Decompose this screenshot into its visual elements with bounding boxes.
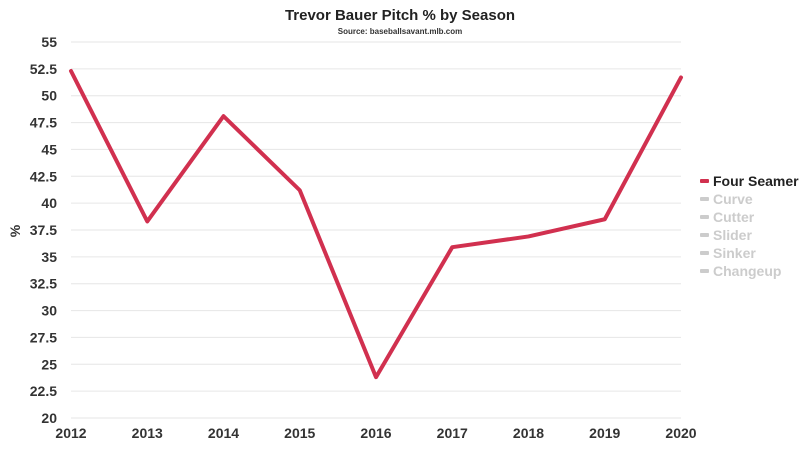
legend-swatch bbox=[700, 179, 709, 183]
legend-label: Cutter bbox=[713, 209, 755, 225]
x-axis-ticks: 2012 2013 2014 2015 2016 2017 2018 2019 2020 bbox=[55, 425, 696, 441]
legend-swatch bbox=[700, 269, 709, 273]
y-tick-label: 37.5 bbox=[30, 222, 57, 238]
y-tick-label: 20 bbox=[41, 410, 57, 426]
legend-swatch bbox=[700, 215, 709, 219]
y-tick-label: 52.5 bbox=[30, 61, 57, 77]
legend-label: Curve bbox=[713, 191, 753, 207]
legend-item-changeup[interactable]: Changeup bbox=[700, 262, 799, 280]
x-tick-label: 2018 bbox=[513, 425, 544, 441]
grid-lines bbox=[71, 41, 681, 419]
y-tick-label: 42.5 bbox=[30, 168, 57, 184]
x-tick-label: 2015 bbox=[284, 425, 315, 441]
y-tick-label: 27.5 bbox=[30, 329, 57, 345]
y-tick-label: 55 bbox=[41, 34, 57, 50]
legend-item-slider[interactable]: Slider bbox=[700, 226, 799, 244]
legend-label: Slider bbox=[713, 227, 752, 243]
y-tick-label: 45 bbox=[41, 141, 57, 157]
x-tick-label: 2014 bbox=[208, 425, 239, 441]
x-tick-label: 2013 bbox=[132, 425, 163, 441]
y-axis-ticks: 20 22.5 25 27.5 30 32.5 35 37.5 40 42.5 45 47.5 50 52… bbox=[30, 34, 57, 426]
legend-label: Changeup bbox=[713, 263, 782, 279]
x-tick-label: 2019 bbox=[589, 425, 620, 441]
y-tick-label: 32.5 bbox=[30, 276, 57, 292]
y-tick-label: 30 bbox=[41, 303, 57, 319]
legend: Four Seamer Curve Cutter Slider Sinker Change… bbox=[700, 172, 799, 280]
legend-item-sinker[interactable]: Sinker bbox=[700, 244, 799, 262]
x-tick-label: 2016 bbox=[360, 425, 391, 441]
y-tick-label: 35 bbox=[41, 249, 57, 265]
y-tick-label: 22.5 bbox=[30, 383, 57, 399]
x-tick-label: 2012 bbox=[55, 425, 86, 441]
legend-item-four-seamer[interactable]: Four Seamer bbox=[700, 172, 799, 190]
chart-title: Trevor Bauer Pitch % by Season bbox=[284, 7, 516, 24]
legend-label: Sinker bbox=[713, 245, 756, 261]
x-tick-label: 2020 bbox=[665, 425, 696, 441]
y-tick-label: 50 bbox=[41, 88, 57, 104]
series-layer bbox=[69, 69, 683, 380]
y-tick-label: 25 bbox=[41, 356, 57, 372]
series-line-four-seamer[interactable] bbox=[69, 69, 683, 380]
y-axis-label: % bbox=[7, 224, 23, 237]
legend-label: Four Seamer bbox=[713, 173, 799, 189]
legend-item-curve[interactable]: Curve bbox=[700, 190, 799, 208]
legend-swatch bbox=[700, 197, 709, 201]
chart-subtitle: Source: baseballsavant.mlb.com bbox=[337, 27, 463, 36]
legend-item-cutter[interactable]: Cutter bbox=[700, 208, 799, 226]
x-tick-label: 2017 bbox=[437, 425, 468, 441]
y-tick-label: 40 bbox=[41, 195, 57, 211]
y-tick-label: 47.5 bbox=[30, 115, 57, 131]
legend-swatch bbox=[700, 233, 709, 237]
legend-swatch bbox=[700, 251, 709, 255]
